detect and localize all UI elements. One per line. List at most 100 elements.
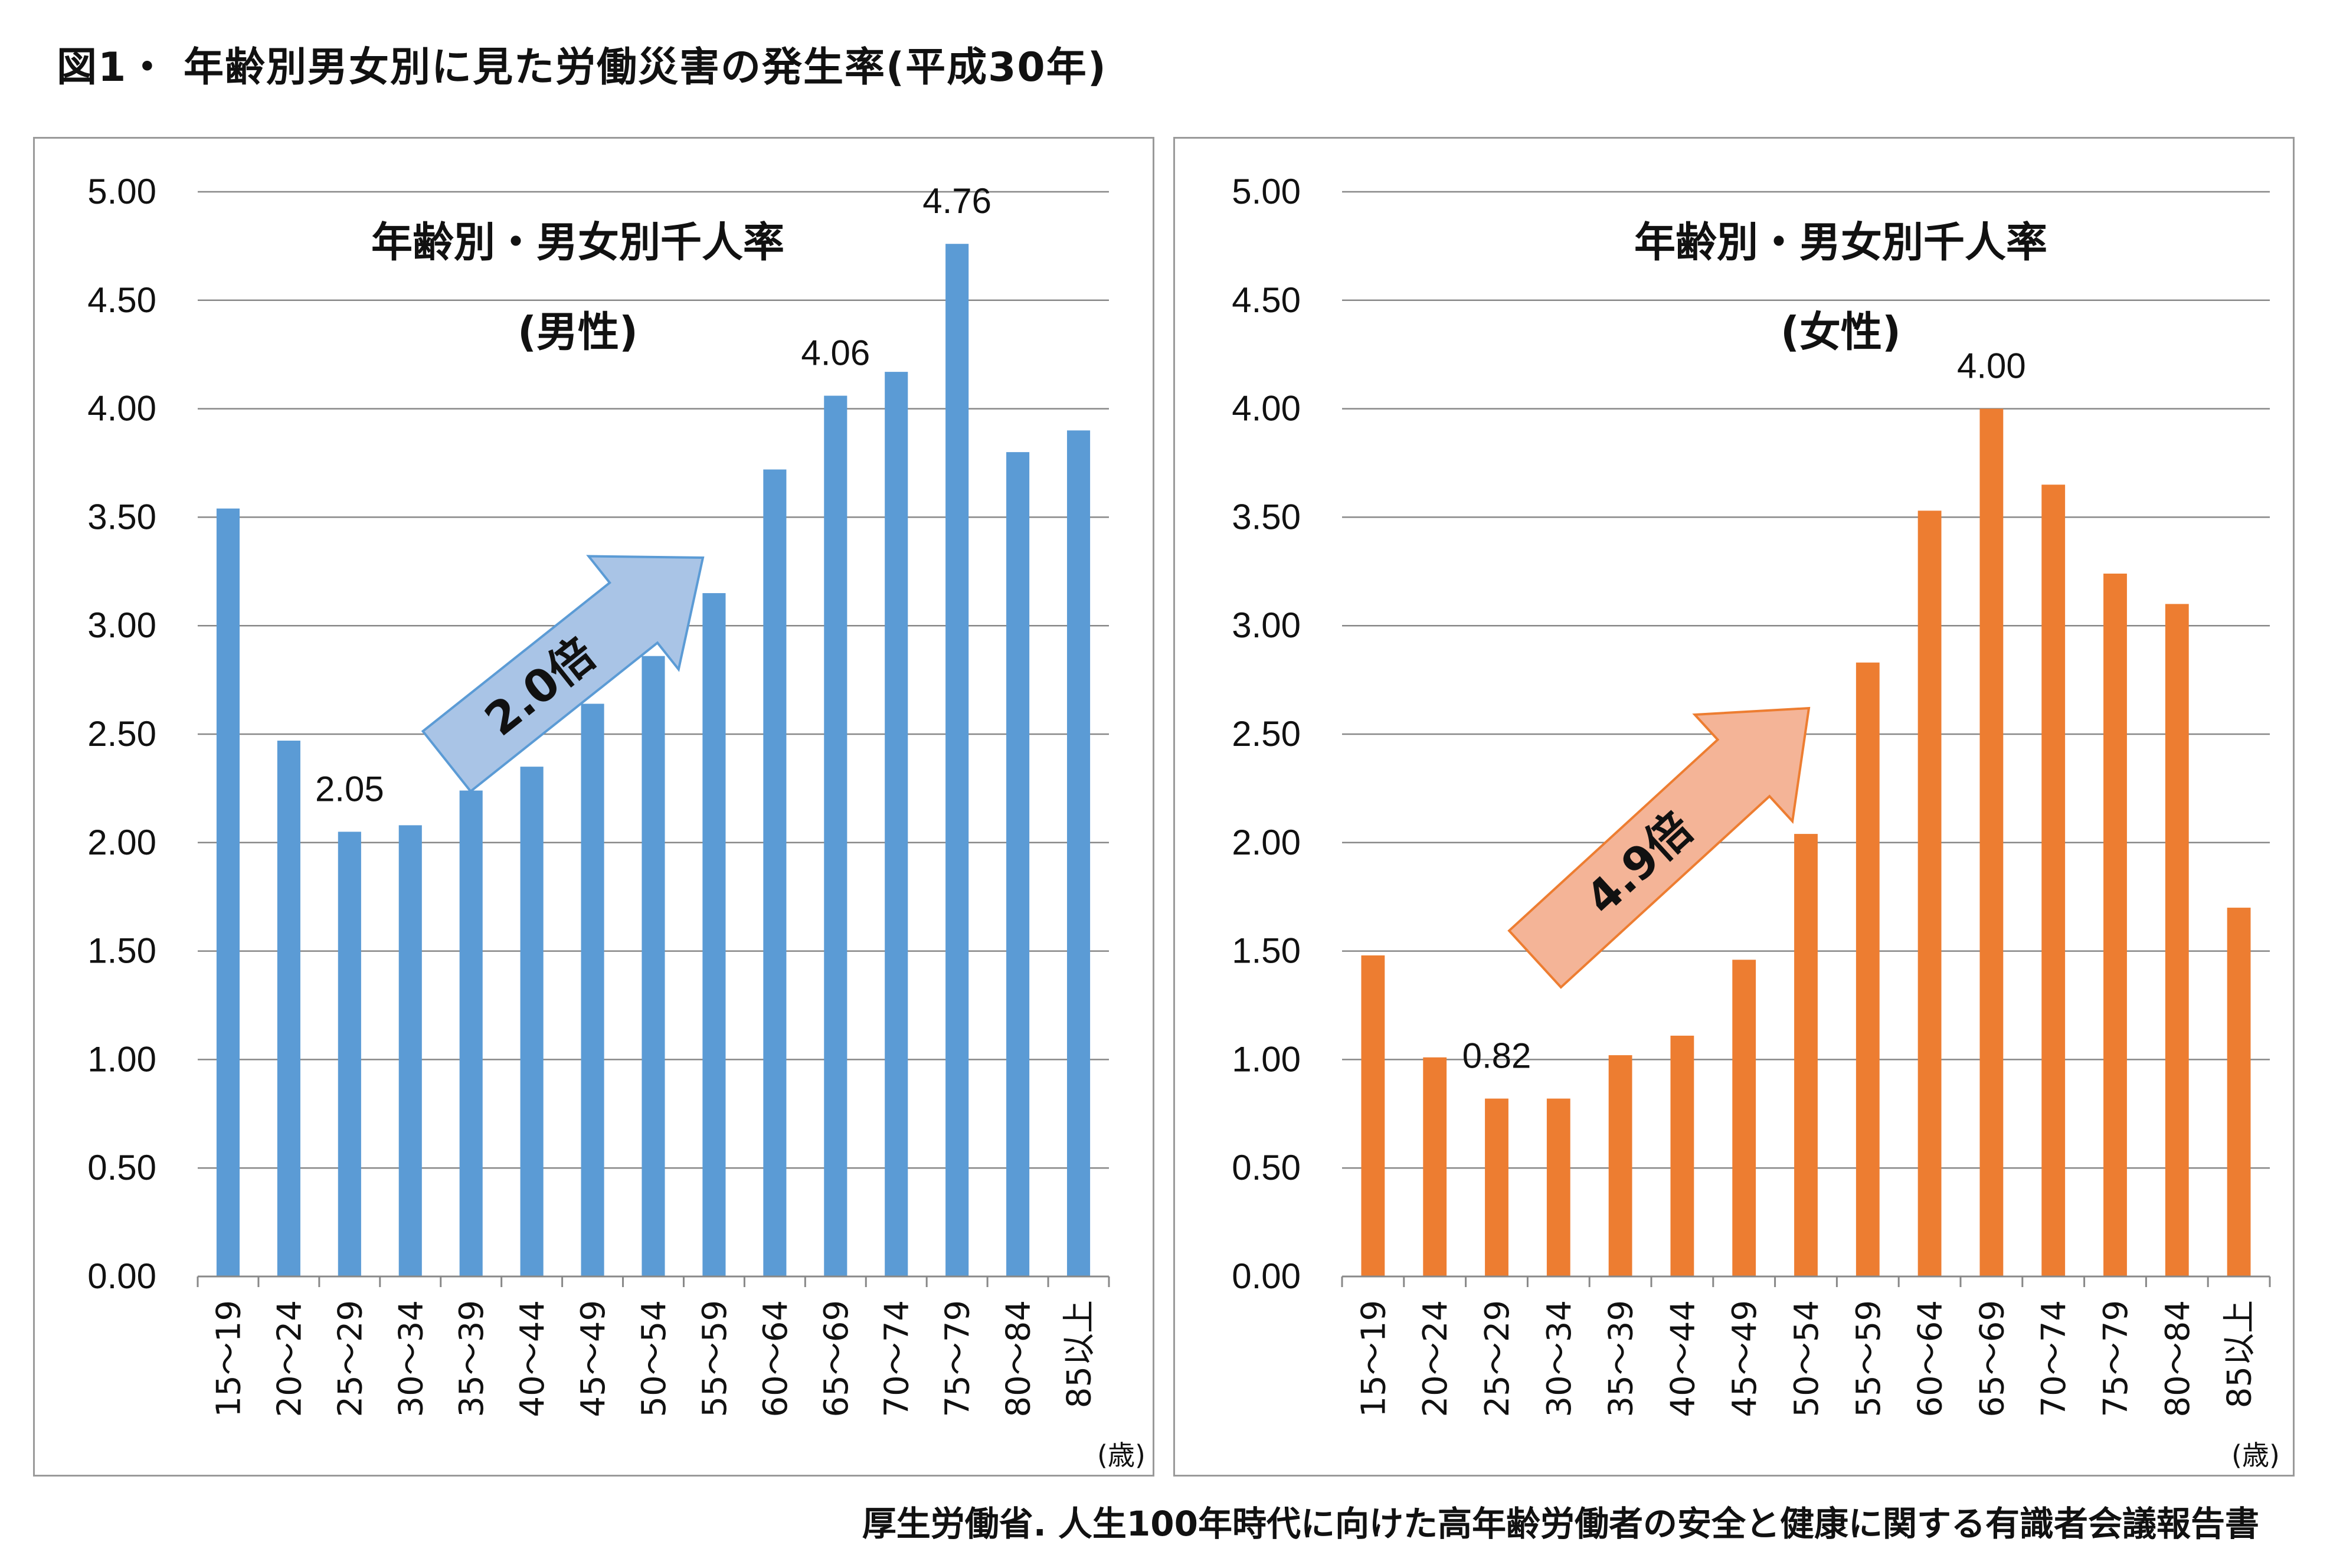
x-tick-label: 75～79 [2097, 1300, 2135, 1418]
bar [1794, 834, 1818, 1276]
bar [1670, 1035, 1694, 1276]
x-tick-label: 80～84 [2159, 1300, 2197, 1418]
x-tick-label: 80～84 [1000, 1300, 1038, 1418]
bar [1608, 1055, 1632, 1276]
y-tick-label: 4.00 [1232, 389, 1301, 428]
bar [642, 656, 665, 1276]
x-tick-label: 60～64 [757, 1300, 795, 1418]
data-label: 2.05 [315, 769, 384, 808]
bar [520, 767, 544, 1276]
x-tick-label: 45～49 [1726, 1300, 1764, 1418]
y-tick-label: 0.50 [87, 1148, 156, 1187]
bar [2165, 604, 2189, 1277]
bar [885, 372, 908, 1276]
bar [763, 469, 787, 1276]
bar [216, 508, 240, 1276]
x-tick-label: 15～19 [210, 1300, 248, 1418]
y-tick-label: 2.00 [1232, 823, 1301, 862]
x-tick-label: 65～69 [817, 1300, 856, 1418]
y-tick-label: 5.00 [1232, 172, 1301, 211]
x-tick-label: 45～49 [574, 1300, 613, 1418]
female-chart-panel: 0.00 0.50 1.00 1.50 2.00 2.50 3.00 3.50 4.00 4.50… [1173, 137, 2295, 1477]
bar [1006, 452, 1030, 1276]
y-tick-label: 3.00 [1232, 605, 1301, 645]
y-tick-label: 1.00 [1232, 1039, 1301, 1079]
x-tick-label: 40～44 [1664, 1300, 1702, 1418]
bar [945, 244, 969, 1276]
male-x-unit: (歳) [1097, 1439, 1146, 1471]
x-tick-label: 35～39 [453, 1300, 491, 1418]
x-tick-label: 25～29 [331, 1300, 369, 1418]
x-tick-label: 70～74 [2035, 1300, 2073, 1418]
y-tick-label: 1.50 [87, 931, 156, 971]
y-tick-label: 3.50 [87, 497, 156, 536]
y-tick-label: 2.50 [1232, 714, 1301, 754]
data-label: 0.82 [1462, 1036, 1531, 1076]
source-note: 厚生労働省. 人生100年時代に向けた高年齢労働者の安全と健康に関する有識者会議… [862, 1504, 2259, 1544]
figure-title: 図1・ 年齢別男女別に見た労働災害の発生率(平成30年) [57, 44, 1107, 91]
x-tick-label: 40～44 [513, 1300, 552, 1418]
male-chart-subtitle: (男性) [518, 307, 638, 356]
bar [1066, 430, 1091, 1276]
data-label: 4.06 [801, 333, 870, 373]
y-tick-label: 4.00 [87, 389, 156, 428]
bar [1732, 960, 1756, 1276]
x-tick-label: 20～24 [270, 1300, 309, 1418]
bar [1917, 510, 1942, 1276]
y-tick-label: 5.00 [87, 172, 156, 211]
bar [1979, 408, 2004, 1276]
y-tick-label: 0.00 [1232, 1256, 1301, 1296]
y-tick-label: 4.50 [87, 280, 156, 320]
x-tick-label: 70～74 [878, 1300, 917, 1418]
female-chart-title: 年齢別・男女別千人率 [1634, 218, 2047, 267]
growth-arrow: 2.0倍 [421, 555, 705, 793]
bar [581, 703, 604, 1276]
bar [2041, 485, 2066, 1276]
bar [1423, 1057, 1447, 1276]
data-label: 4.00 [1957, 346, 2026, 386]
male-chart-panel: 0.00 0.50 1.00 1.50 2.00 2.50 3.00 3.50 4.00 4.50… [33, 137, 1154, 1477]
bar [277, 741, 300, 1276]
female-bar-chart: 0.00 0.50 1.00 1.50 2.00 2.50 3.00 3.50 4.00 4.50… [1232, 172, 2271, 1418]
x-tick-label: 60～64 [1912, 1300, 1950, 1418]
bar [824, 395, 847, 1277]
bar [398, 825, 422, 1276]
y-tick-label: 2.50 [87, 714, 156, 754]
x-tick-label: 55～59 [1850, 1300, 1888, 1418]
x-tick-label: 30～34 [392, 1300, 430, 1418]
female-chart-subtitle: (女性) [1781, 307, 1901, 356]
x-tick-label: 50～54 [635, 1300, 673, 1418]
male-chart-title: 年齢別・男女別千人率 [371, 218, 784, 267]
y-tick-label: 2.00 [87, 823, 156, 862]
bar [2227, 908, 2251, 1276]
y-tick-label: 1.50 [1232, 931, 1301, 971]
y-tick-label: 3.00 [87, 605, 156, 645]
bar [1546, 1098, 1570, 1276]
x-tick-label: 65～69 [1973, 1300, 2011, 1418]
bar [1361, 955, 1385, 1276]
y-tick-label: 0.50 [1232, 1148, 1301, 1187]
bar [2103, 573, 2127, 1276]
x-tick-label: 55～59 [696, 1300, 734, 1418]
x-tick-label: 30～34 [1540, 1300, 1579, 1418]
x-tick-label: 25～29 [1478, 1300, 1517, 1418]
y-tick-label: 1.00 [87, 1039, 156, 1079]
y-tick-label: 0.00 [87, 1256, 156, 1296]
x-tick-label: 85以上 [1061, 1300, 1099, 1408]
x-tick-label: 15～19 [1354, 1300, 1393, 1418]
x-tick-label: 50～54 [1788, 1300, 1826, 1418]
bar [459, 790, 483, 1276]
y-tick-label: 3.50 [1232, 497, 1301, 536]
bar [1856, 662, 1880, 1276]
y-tick-label: 4.50 [1232, 280, 1301, 320]
data-label: 4.76 [922, 181, 991, 221]
x-tick-label: 35～39 [1602, 1300, 1641, 1418]
x-tick-label: 20～24 [1416, 1300, 1455, 1418]
x-tick-label: 75～79 [939, 1300, 977, 1418]
bar [1485, 1098, 1508, 1276]
male-bar-chart: 0.00 0.50 1.00 1.50 2.00 2.50 3.00 3.50 4.00 4.50… [87, 172, 1110, 1418]
growth-arrow: 4.9倍 [1507, 706, 1811, 989]
bar [338, 832, 361, 1276]
x-tick-label: 85以上 [2221, 1300, 2259, 1408]
bar [702, 593, 726, 1276]
